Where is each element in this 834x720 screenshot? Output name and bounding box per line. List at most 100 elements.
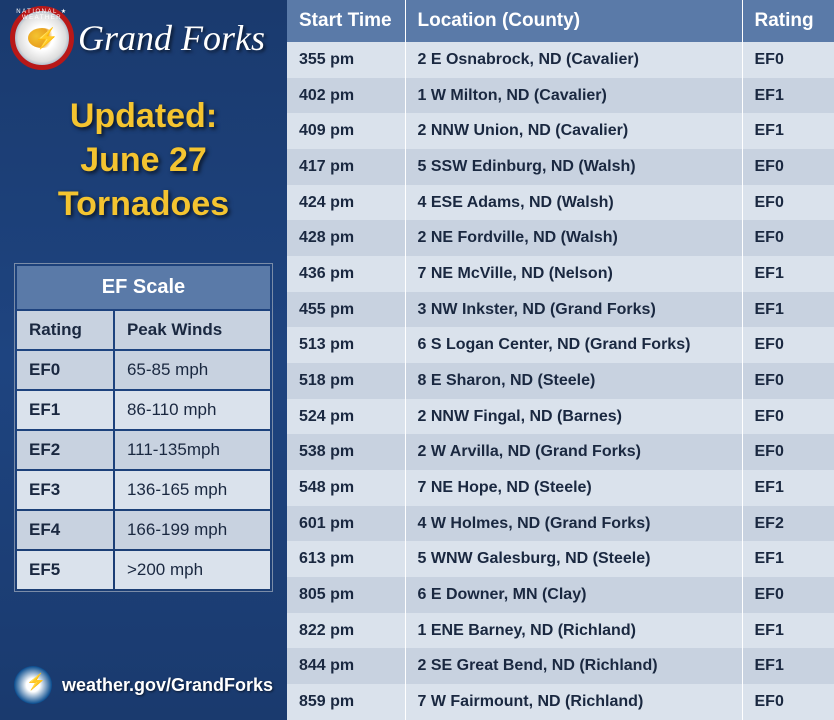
tornado-row: 613 pm5 WNW Galesburg, ND (Steele)EF1 <box>287 541 834 577</box>
ef-scale-row: EF186-110 mph <box>17 391 270 429</box>
rating: EF1 <box>742 256 834 292</box>
ef-scale-row: EF5>200 mph <box>17 551 270 589</box>
ef-winds: >200 mph <box>115 551 270 589</box>
start-time: 538 pm <box>287 434 405 470</box>
ef-winds: 86-110 mph <box>115 391 270 429</box>
page: Grand Forks Updated: June 27 Tornadoes E… <box>0 0 834 720</box>
footer: weather.gov/GrandForks <box>14 666 273 710</box>
rating: EF0 <box>742 220 834 256</box>
tornado-row: 524 pm2 NNW Fingal, ND (Barnes)EF0 <box>287 399 834 435</box>
location: 7 W Fairmount, ND (Richland) <box>405 684 742 720</box>
col-rating: Rating <box>742 0 834 42</box>
title-line-3: Tornadoes <box>14 182 273 226</box>
location: 2 NNW Union, ND (Cavalier) <box>405 113 742 149</box>
start-time: 518 pm <box>287 363 405 399</box>
left-panel: Grand Forks Updated: June 27 Tornadoes E… <box>0 0 287 720</box>
location: 2 E Osnabrock, ND (Cavalier) <box>405 42 742 78</box>
tornado-row: 436 pm7 NE McVille, ND (Nelson)EF1 <box>287 256 834 292</box>
start-time: 805 pm <box>287 577 405 613</box>
start-time: 601 pm <box>287 506 405 542</box>
nws-logo-small-icon <box>14 666 52 704</box>
start-time: 859 pm <box>287 684 405 720</box>
start-time: 428 pm <box>287 220 405 256</box>
header: Grand Forks <box>14 10 273 66</box>
ef-rating: EF5 <box>17 551 113 589</box>
location: 5 WNW Galesburg, ND (Steele) <box>405 541 742 577</box>
col-location: Location (County) <box>405 0 742 42</box>
ef-rating: EF2 <box>17 431 113 469</box>
ef-col-rating: Rating <box>17 311 113 349</box>
tornado-row: 402 pm1 W Milton, ND (Cavalier)EF1 <box>287 78 834 114</box>
nws-logo-icon <box>14 10 70 66</box>
ef-scale-row: EF3136-165 mph <box>17 471 270 509</box>
location: 2 NNW Fingal, ND (Barnes) <box>405 399 742 435</box>
location: 6 S Logan Center, ND (Grand Forks) <box>405 327 742 363</box>
rating: EF1 <box>742 113 834 149</box>
ef-winds: 166-199 mph <box>115 511 270 549</box>
footer-url: weather.gov/GrandForks <box>62 675 273 696</box>
title-line-1: Updated: <box>14 94 273 138</box>
start-time: 455 pm <box>287 292 405 328</box>
rating: EF0 <box>742 185 834 221</box>
start-time: 524 pm <box>287 399 405 435</box>
tornado-row: 601 pm4 W Holmes, ND (Grand Forks)EF2 <box>287 506 834 542</box>
ef-scale-title: EF Scale <box>17 266 270 309</box>
ef-scale-row: EF4166-199 mph <box>17 511 270 549</box>
start-time: 844 pm <box>287 648 405 684</box>
rating: EF1 <box>742 78 834 114</box>
rating: EF1 <box>742 292 834 328</box>
start-time: 424 pm <box>287 185 405 221</box>
tornado-row: 859 pm7 W Fairmount, ND (Richland)EF0 <box>287 684 834 720</box>
location: 4 W Holmes, ND (Grand Forks) <box>405 506 742 542</box>
start-time: 613 pm <box>287 541 405 577</box>
rating: EF0 <box>742 327 834 363</box>
col-start-time: Start Time <box>287 0 405 42</box>
ef-rating: EF4 <box>17 511 113 549</box>
ef-rating: EF3 <box>17 471 113 509</box>
office-name: Grand Forks <box>78 17 265 59</box>
location: 5 SSW Edinburg, ND (Walsh) <box>405 149 742 185</box>
tornado-row: 844 pm2 SE Great Bend, ND (Richland)EF1 <box>287 648 834 684</box>
rating: EF1 <box>742 648 834 684</box>
ef-scale-table: EF Scale Rating Peak Winds EF065-85 mphE… <box>14 263 273 592</box>
tornado-row: 428 pm2 NE Fordville, ND (Walsh)EF0 <box>287 220 834 256</box>
rating: EF1 <box>742 470 834 506</box>
rating: EF0 <box>742 684 834 720</box>
location: 2 W Arvilla, ND (Grand Forks) <box>405 434 742 470</box>
tornado-row: 424 pm4 ESE Adams, ND (Walsh)EF0 <box>287 185 834 221</box>
location: 2 NE Fordville, ND (Walsh) <box>405 220 742 256</box>
ef-winds: 136-165 mph <box>115 471 270 509</box>
tornado-table: Start Time Location (County) Rating 355 … <box>287 0 834 720</box>
ef-scale-row: EF065-85 mph <box>17 351 270 389</box>
rating: EF1 <box>742 541 834 577</box>
start-time: 417 pm <box>287 149 405 185</box>
tornado-row: 417 pm5 SSW Edinburg, ND (Walsh)EF0 <box>287 149 834 185</box>
tornado-row: 355 pm2 E Osnabrock, ND (Cavalier)EF0 <box>287 42 834 78</box>
right-panel: Start Time Location (County) Rating 355 … <box>287 0 834 720</box>
page-title: Updated: June 27 Tornadoes <box>14 94 273 227</box>
tornado-row: 538 pm2 W Arvilla, ND (Grand Forks)EF0 <box>287 434 834 470</box>
tornado-row: 409 pm2 NNW Union, ND (Cavalier)EF1 <box>287 113 834 149</box>
tornado-row: 518 pm8 E Sharon, ND (Steele)EF0 <box>287 363 834 399</box>
location: 7 NE Hope, ND (Steele) <box>405 470 742 506</box>
location: 1 ENE Barney, ND (Richland) <box>405 613 742 649</box>
rating: EF0 <box>742 363 834 399</box>
ef-col-winds: Peak Winds <box>115 311 270 349</box>
rating: EF0 <box>742 149 834 185</box>
ef-winds: 111-135mph <box>115 431 270 469</box>
tornado-row: 822 pm1 ENE Barney, ND (Richland)EF1 <box>287 613 834 649</box>
tornado-row: 805 pm6 E Downer, MN (Clay)EF0 <box>287 577 834 613</box>
ef-winds: 65-85 mph <box>115 351 270 389</box>
location: 8 E Sharon, ND (Steele) <box>405 363 742 399</box>
tornado-row: 513 pm6 S Logan Center, ND (Grand Forks)… <box>287 327 834 363</box>
location: 4 ESE Adams, ND (Walsh) <box>405 185 742 221</box>
location: 7 NE McVille, ND (Nelson) <box>405 256 742 292</box>
ef-rating: EF1 <box>17 391 113 429</box>
start-time: 355 pm <box>287 42 405 78</box>
ef-scale-row: EF2111-135mph <box>17 431 270 469</box>
rating: EF1 <box>742 613 834 649</box>
start-time: 513 pm <box>287 327 405 363</box>
rating: EF0 <box>742 42 834 78</box>
tornado-row: 548 pm7 NE Hope, ND (Steele)EF1 <box>287 470 834 506</box>
start-time: 402 pm <box>287 78 405 114</box>
